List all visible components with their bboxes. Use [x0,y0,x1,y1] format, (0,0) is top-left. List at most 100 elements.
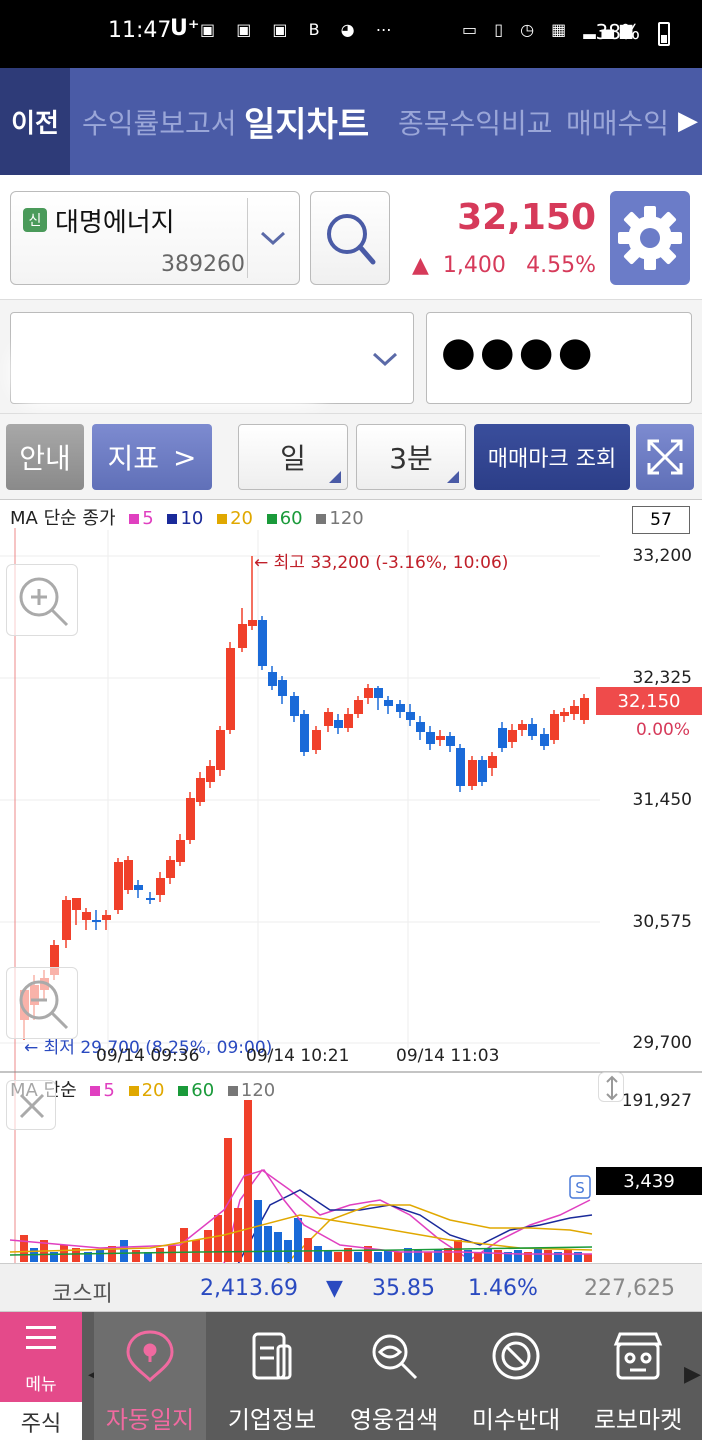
volume-bar [494,1250,502,1262]
volume-bar [574,1252,582,1262]
tab-journal-chart[interactable]: 일지차트 [244,105,370,145]
candle-body [436,736,445,740]
ma20-line [287,1204,593,1263]
candle-body [50,945,59,975]
nav-margin-oppose[interactable]: 미수반대 [460,1312,572,1440]
volume-bar [524,1252,532,1262]
candle-body [248,620,257,626]
settings-button[interactable] [610,191,690,285]
period-select[interactable]: 일 [238,424,348,490]
tab-profit-report[interactable]: 수익률보고서 [82,106,237,140]
resize-handle[interactable] [598,1072,624,1102]
candle-body [176,840,185,862]
candle-body [550,714,559,740]
guide-button[interactable]: 안내 [6,424,84,490]
candlestick-chart[interactable]: SB [0,500,702,1263]
chevron-down-icon[interactable] [371,341,399,374]
candle-body [384,700,393,706]
candle-body [426,732,435,744]
expand-icon [647,439,683,475]
magnifier-icon [372,1334,418,1380]
stock-selector[interactable]: 신 대명에너지 389260 [10,191,300,285]
volume-bar [584,1254,592,1262]
candle-body [560,712,569,716]
tab-trade-profit[interactable]: 매매수익 [566,106,670,140]
x-tick-label: 09/14 09:36 [96,1046,200,1066]
nav-scroll-right-icon[interactable]: ▶ [684,1362,701,1387]
x-tick-label: 09/14 10:21 [246,1046,350,1066]
volume-bar [334,1252,342,1262]
price-change: ▲ 1,400 [412,253,506,278]
password-field[interactable]: ●●●● [426,312,692,404]
candle-body [92,920,101,922]
candle-count: 57 [632,506,690,534]
candle-body [396,704,405,712]
candle-body [344,714,353,728]
candle-body [508,730,517,742]
low-price-label: ← 최저 29,700 (8.25%, 09:00) [24,1038,273,1058]
tab-stock-compare[interactable]: 종목수익비교 [398,106,553,140]
volume-bar [132,1250,140,1262]
gear-icon [618,206,682,270]
candle-body [258,620,267,666]
candle-body [456,748,465,786]
chart-area[interactable]: SB MA 단순 종가 5 10 20 60 120 57 33,200 32,… [0,500,702,1263]
candle-body [468,760,477,786]
index-change: 35.85 [372,1276,435,1301]
trade-mark-button[interactable]: 매매마크 조회 [474,424,630,490]
candle-body [334,720,343,728]
index-value: 2,413.69 [200,1276,298,1301]
chevron-down-icon[interactable] [247,198,297,278]
candle-body [446,736,455,746]
y-tick-label: 32,325 [632,668,692,688]
stock-category-label[interactable]: 주식 [0,1402,82,1440]
volume-bar [84,1252,92,1262]
system-icons: ▭ ▯ ◷ ▦ ▂▄▆ [462,20,639,39]
candle-body [206,766,215,782]
interval-select[interactable]: 3분 [356,424,466,490]
ma10-line [237,1189,593,1263]
volume-bar [72,1248,80,1262]
candle-body [540,734,549,746]
search-button[interactable] [310,191,390,285]
market-index-bar[interactable]: 코스피 2,413.69 ▼ 35.85 1.46% 227,625 [0,1263,702,1312]
close-indicator-button[interactable] [6,1080,56,1130]
candle-body [156,878,165,895]
fullscreen-button[interactable] [636,424,694,490]
menu-button[interactable]: 메뉴 [0,1312,82,1402]
tab-scroll-right-icon[interactable]: ▶ [678,106,698,136]
nav-company-info[interactable]: 기업정보 [216,1312,328,1440]
candle-body [528,724,537,736]
volume-bar [384,1250,392,1262]
candle-body [124,860,133,890]
password-mask: ●●●● [441,329,597,375]
volume-bar [254,1200,262,1262]
back-button[interactable]: 이전 [0,68,70,175]
candle-body [406,712,415,720]
nav-auto-journal[interactable]: 자동일지 [94,1312,206,1440]
volume-bar [234,1208,242,1262]
indicator-button[interactable]: 지표 > [92,424,212,490]
x-tick-label: 09/14 11:03 [396,1046,500,1066]
zoom-in-button[interactable] [6,564,78,636]
nav-hero-search[interactable]: 영웅검색 [338,1312,450,1440]
candle-body [300,714,309,752]
volume-bar [464,1250,472,1262]
candle-body [498,728,507,748]
nav-robo-market[interactable]: 로보마켓 [582,1312,694,1440]
candle-body [354,700,363,714]
volume-bar [484,1248,492,1262]
battery-percent: 38% [595,20,640,44]
volume-bar [514,1250,522,1262]
volume-bar [504,1252,512,1262]
new-listing-badge: 신 [23,208,47,232]
candle-body [226,648,235,730]
candle-body [166,860,175,878]
volume-bar [204,1230,212,1262]
candle-body [102,915,111,920]
account-selector[interactable] [10,312,414,404]
robot-store-icon [613,1332,663,1380]
volume-bar [294,1218,302,1262]
zoom-out-button[interactable] [6,967,78,1039]
volume-bar [454,1240,462,1262]
